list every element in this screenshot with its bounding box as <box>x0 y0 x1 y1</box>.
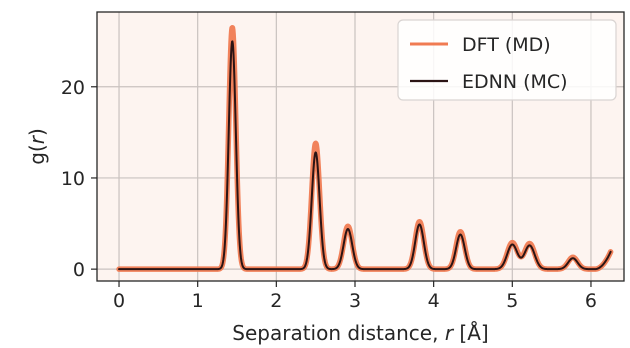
legend-label-ednn: EDNN (MC) <box>462 71 568 93</box>
x-tick-label: 4 <box>428 290 440 312</box>
x-tick-label: 3 <box>349 290 361 312</box>
x-tick-label: 6 <box>585 290 597 312</box>
legend: DFT (MD) EDNN (MC) <box>397 19 617 101</box>
y-tick-label: 20 <box>61 77 85 99</box>
x-axis-label: Separation distance, r [Å] <box>232 321 488 345</box>
x-tick-label: 5 <box>506 290 518 312</box>
series-lines <box>116 24 614 272</box>
y-tick-label: 10 <box>61 168 85 190</box>
x-tick-label: 2 <box>270 290 282 312</box>
legend-box <box>397 19 617 101</box>
y-axis-label: g(r) <box>25 128 49 165</box>
plot-frame <box>96 11 625 282</box>
legend-label-dft: DFT (MD) <box>462 34 551 56</box>
y-tick-label: 0 <box>73 259 85 281</box>
x-tick-label: 1 <box>192 290 204 312</box>
axis-ticks: 0 1 2 3 4 5 6 0 10 20 <box>61 77 597 312</box>
x-tick-label: 0 <box>113 290 125 312</box>
series-line-ednn <box>118 40 612 271</box>
